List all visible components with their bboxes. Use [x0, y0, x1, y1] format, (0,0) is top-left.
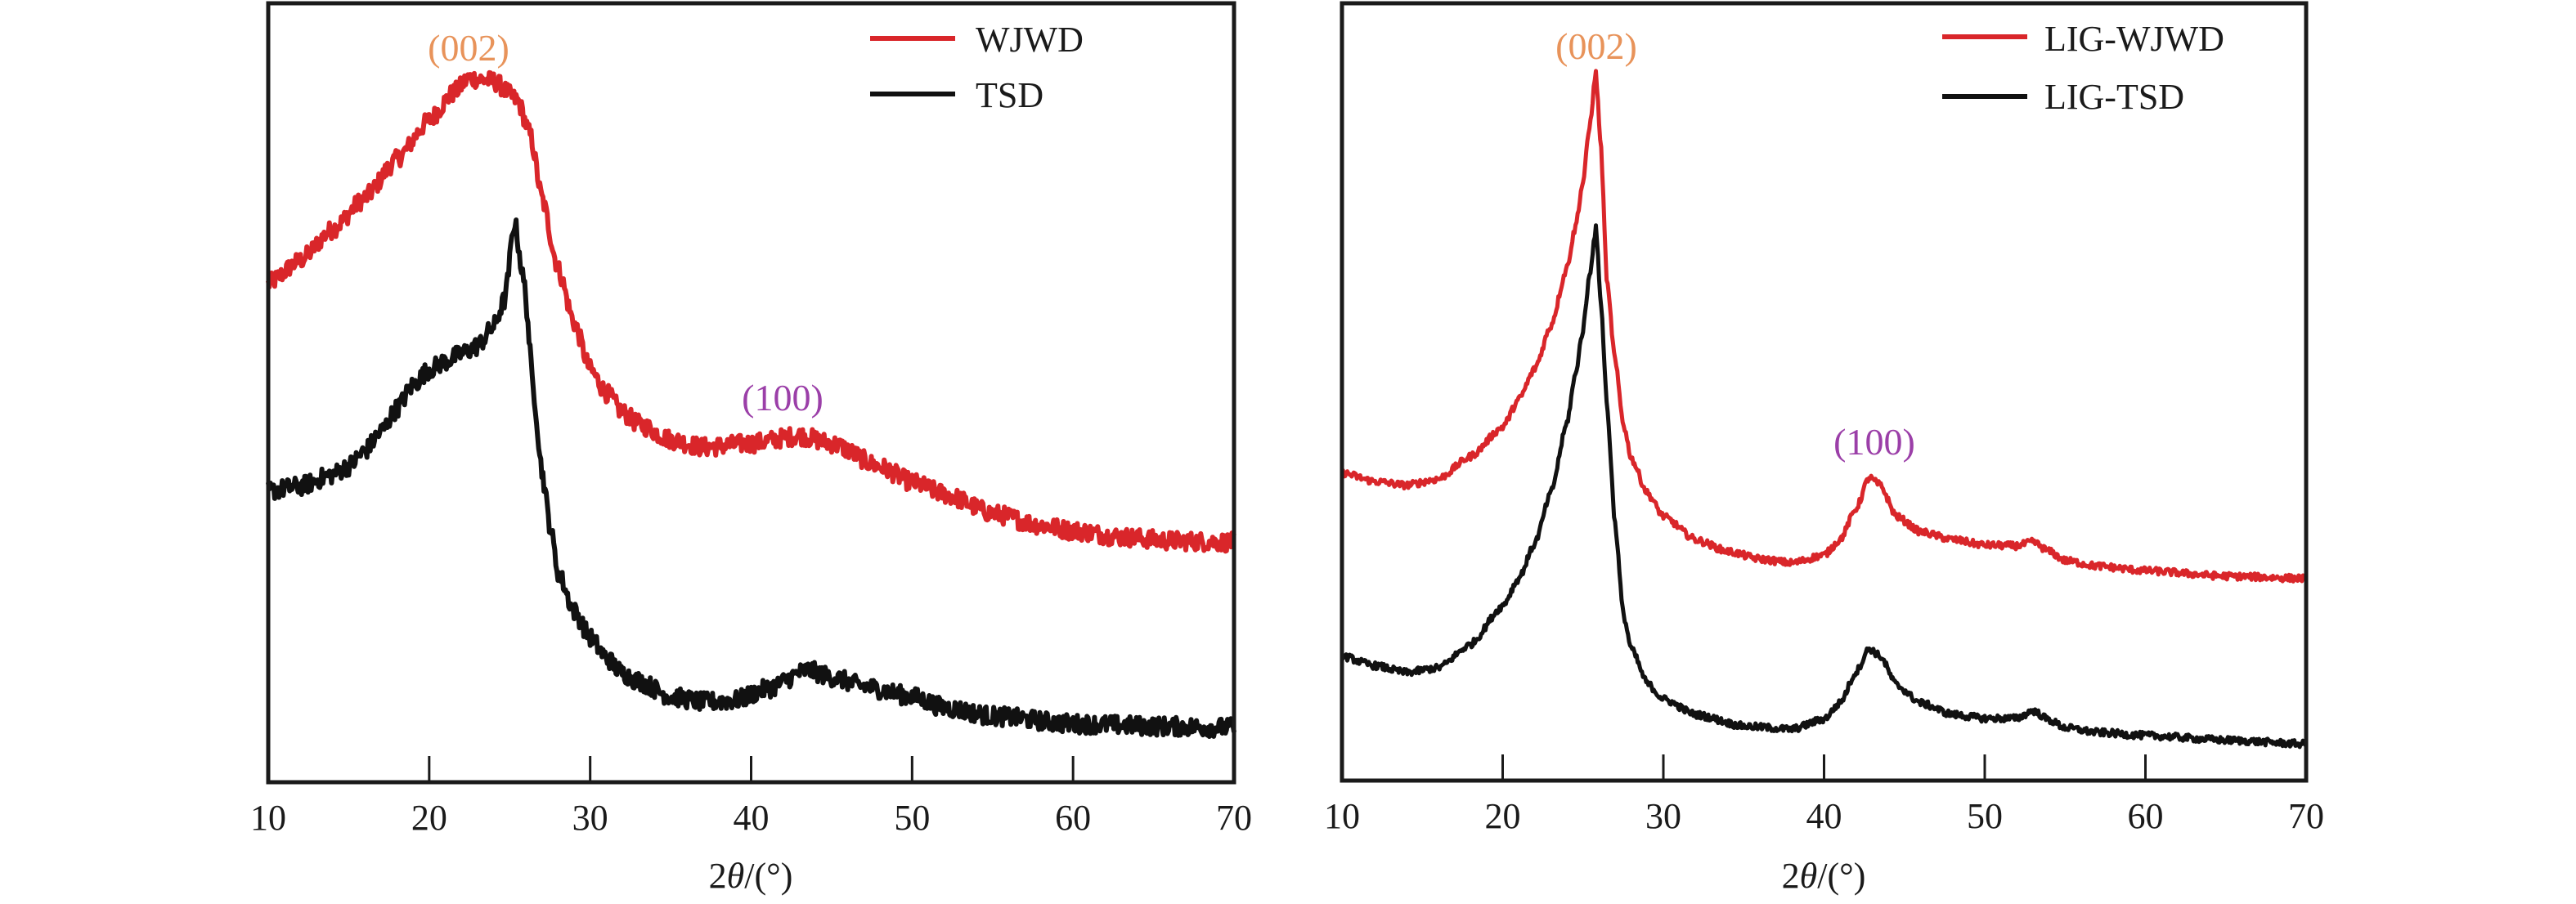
- legend-label-tsd: TSD: [976, 75, 1043, 115]
- left-xlabel-theta: θ: [727, 856, 745, 896]
- legend-label-wjwd: WJWD: [976, 20, 1084, 60]
- right-xlabel-prefix: 2: [1782, 856, 1800, 896]
- left-x-tick-label-30: 30: [572, 798, 608, 838]
- right-annotation-100: (100): [1833, 421, 1915, 463]
- right-x-tick-label-10: 10: [1324, 796, 1360, 836]
- right-xlabel-suffix: /(°): [1817, 856, 1865, 896]
- right-x-tick-label-70: 70: [2288, 796, 2324, 836]
- left-x-tick-labels: 10 20 30 40 50 60 70: [250, 798, 1252, 838]
- left-annotation-002: (002): [428, 27, 509, 69]
- series-line-lig-tsd: [1340, 223, 2309, 750]
- right-x-tick-labels: 10 20 30 40 50 60 70: [1324, 796, 2324, 836]
- series-line-wjwd: [266, 69, 1236, 554]
- right-x-ticks: [1501, 754, 2147, 781]
- left-x-tick-label-20: 20: [411, 798, 447, 838]
- left-x-tick-label-70: 70: [1216, 798, 1252, 838]
- left-legend: WJWD TSD: [870, 20, 1084, 115]
- left-x-tick-label-10: 10: [250, 798, 286, 838]
- series-line-tsd: [266, 217, 1236, 739]
- left-xlabel-suffix: /(°): [744, 856, 792, 896]
- right-x-axis-title: 2θ/(°): [1782, 856, 1866, 896]
- legend-label-lig-tsd: LIG-TSD: [2044, 77, 2184, 117]
- left-x-tick-label-40: 40: [734, 798, 770, 838]
- right-x-tick-label-50: 50: [1967, 796, 2003, 836]
- right-x-tick-label-40: 40: [1806, 796, 1842, 836]
- right-legend: LIG-WJWD LIG-TSD: [1942, 19, 2224, 117]
- left-x-tick-label-50: 50: [894, 798, 930, 838]
- right-x-tick-label-20: 20: [1485, 796, 1521, 836]
- right-x-tick-label-30: 30: [1645, 796, 1681, 836]
- right-series-layer: [1340, 69, 2309, 750]
- series-line-lig-wjwd: [1340, 69, 2308, 584]
- right-x-tick-label-60: 60: [2128, 796, 2164, 836]
- left-x-axis-title: 2θ/(°): [709, 856, 793, 896]
- left-series-layer: [266, 69, 1236, 739]
- left-x-ticks: [428, 756, 1075, 782]
- legend-label-lig-wjwd: LIG-WJWD: [2044, 19, 2224, 59]
- right-plot-frame: [1340, 1, 2309, 783]
- left-x-tick-label-60: 60: [1055, 798, 1091, 838]
- left-xrd-panel: 10 20 30 40 50 60 70 2θ/(°) WJWD TSD (002) (10…: [250, 1, 1252, 896]
- right-xrd-panel: 10 20 30 40 50 60 70 2θ/(°) LIG-WJWD LIG-TSD (…: [1324, 1, 2324, 896]
- left-annotation-100: (100): [742, 377, 824, 418]
- right-xlabel-theta: θ: [1800, 856, 1818, 896]
- right-annotation-002: (002): [1555, 25, 1637, 67]
- left-xlabel-prefix: 2: [709, 856, 727, 896]
